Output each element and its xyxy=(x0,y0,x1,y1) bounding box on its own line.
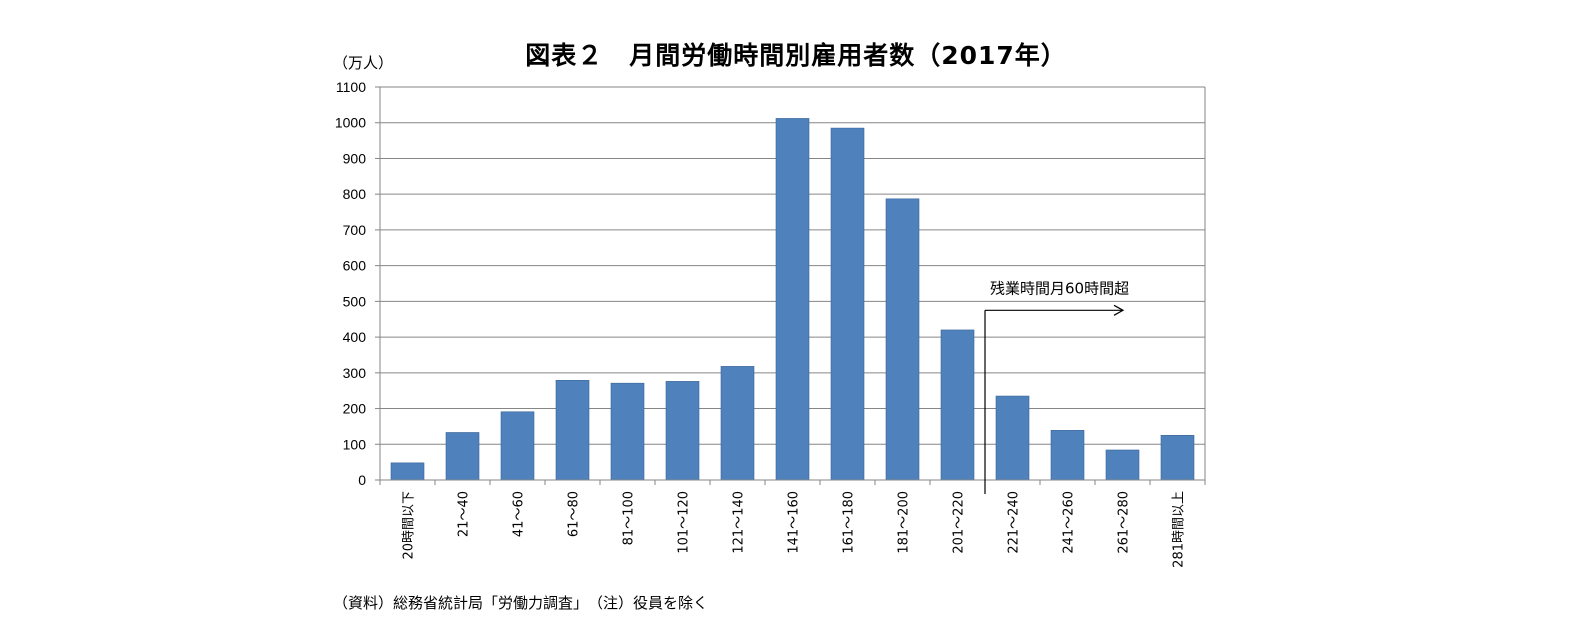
y-tick-label: 900 xyxy=(343,150,367,166)
x-tick-label: 121～140 xyxy=(732,491,747,554)
bar xyxy=(885,198,920,481)
y-tick-label: 200 xyxy=(343,401,367,417)
y-tick-label: 1000 xyxy=(335,115,366,131)
x-tick-label: 201～220 xyxy=(952,491,967,554)
x-tick-label: 21～40 xyxy=(457,491,472,537)
y-tick-label: 100 xyxy=(343,436,367,452)
y-tick-label: 300 xyxy=(343,365,367,381)
y-tick-label: 600 xyxy=(343,258,367,274)
y-tick-label: 1100 xyxy=(336,79,366,95)
bar xyxy=(775,118,810,481)
x-tick-label: 181～200 xyxy=(897,491,912,554)
bar xyxy=(1160,435,1195,481)
y-axis-unit: （万人） xyxy=(333,54,394,72)
bar xyxy=(830,127,865,481)
x-tick-label: 141～160 xyxy=(787,491,802,554)
bar xyxy=(555,380,590,481)
annotation-label: 残業時間月60時間超 xyxy=(990,279,1129,297)
y-tick-label: 500 xyxy=(343,293,367,309)
y-tick-label: 400 xyxy=(343,329,367,345)
bar xyxy=(1050,430,1085,481)
x-tick-label: 221～240 xyxy=(1007,491,1022,554)
bar xyxy=(665,381,700,481)
bar xyxy=(995,395,1030,481)
x-tick-label: 161～180 xyxy=(842,491,857,554)
axes xyxy=(375,86,1206,485)
y-tick-labels: 0 100 200 300 400 500 600 700 800 900 1000 1100 xyxy=(335,79,366,488)
bar xyxy=(610,382,645,481)
y-tick-label: 800 xyxy=(343,186,367,202)
bar xyxy=(940,329,975,481)
bar xyxy=(720,366,755,481)
annotation-arrowhead xyxy=(1113,304,1125,316)
y-tick-label: 700 xyxy=(343,222,367,238)
bar xyxy=(500,411,535,481)
x-tick-label: 261～280 xyxy=(1117,491,1132,554)
x-tick-label: 20時間以下 xyxy=(402,491,417,560)
bar xyxy=(390,462,425,481)
source-note: （資料）総務省統計局「労働力調査」 （注）役員を除く xyxy=(333,594,709,612)
x-tick-labels: 20時間以下 21～40 41～60 61～80 81～100 101～120 121～14… xyxy=(402,491,1187,568)
bars xyxy=(390,118,1195,481)
overtime-annotation: 残業時間月60時間超 xyxy=(984,279,1129,494)
x-tick-label: 281時間以上 xyxy=(1172,491,1187,568)
chart-title: 図表２ 月間労働時間別雇用者数（2017年） xyxy=(525,41,1067,70)
bar xyxy=(445,432,480,481)
bar xyxy=(1105,449,1140,481)
x-tick-label: 81～100 xyxy=(622,491,637,545)
x-tick-label: 241～260 xyxy=(1062,491,1077,554)
x-tick-label: 41～60 xyxy=(512,491,527,537)
y-tick-label: 0 xyxy=(358,472,366,488)
x-tick-label: 101～120 xyxy=(677,491,692,554)
x-tick-label: 61～80 xyxy=(567,491,582,537)
